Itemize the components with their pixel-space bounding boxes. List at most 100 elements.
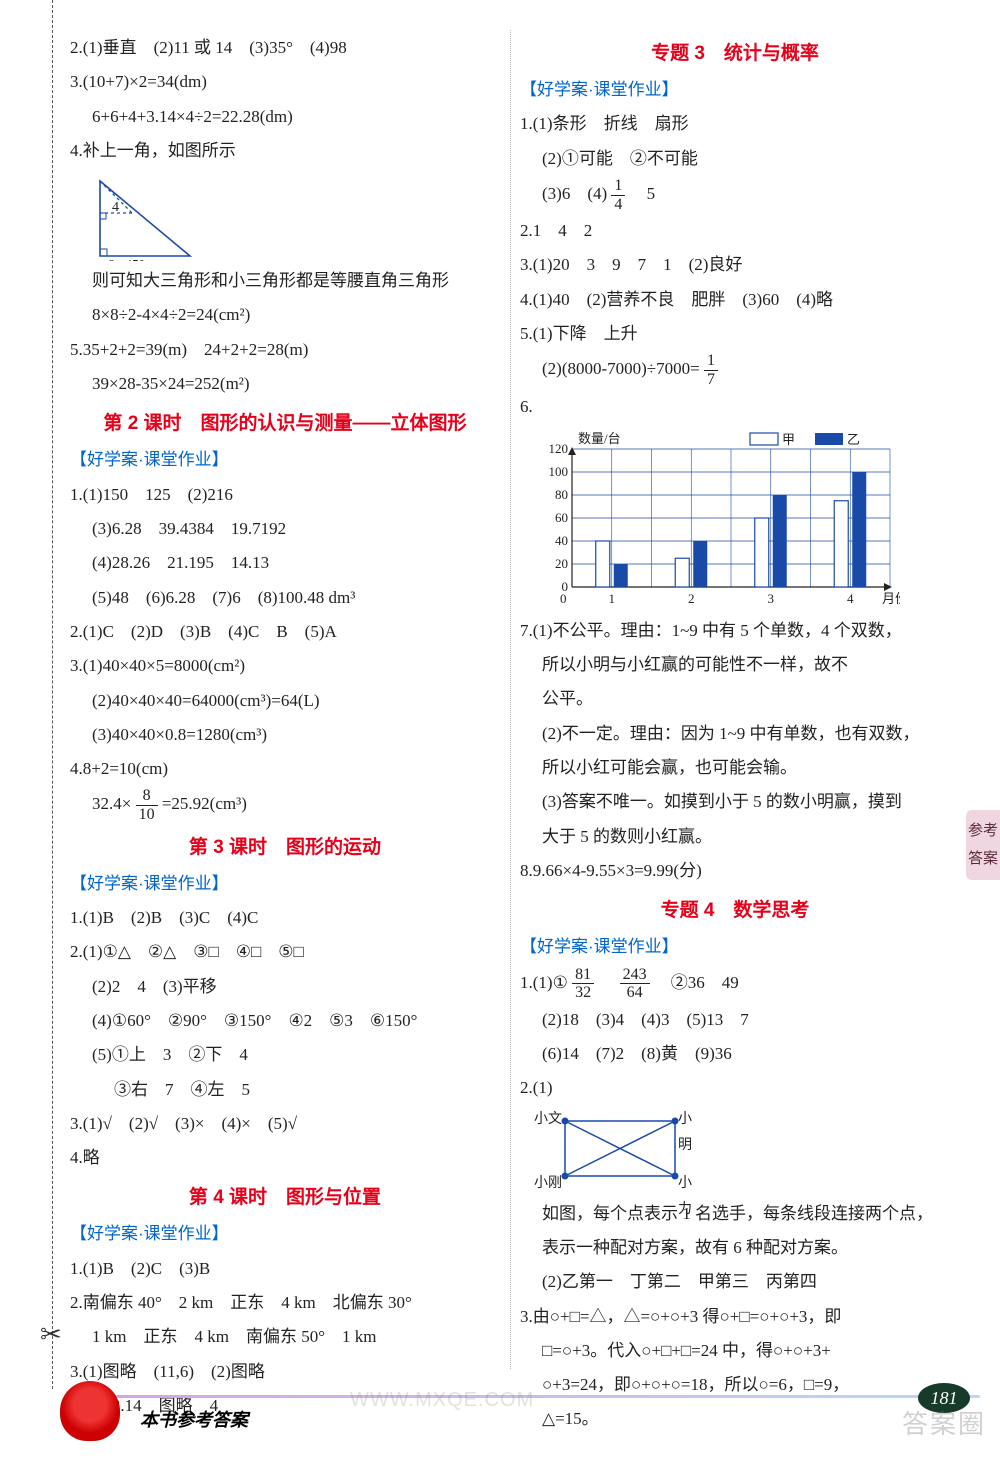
answer-line: 所以小红可能会赢，也可能会输。: [520, 752, 950, 784]
answer-line: 2.(1): [520, 1078, 553, 1097]
svg-text:2: 2: [688, 591, 695, 606]
section-subtitle: 【好学案·课堂作业】: [520, 74, 950, 106]
answer-line: 则可知大三角形和小三角形都是等腰直角三角形: [70, 265, 500, 297]
fraction: 14: [611, 177, 625, 213]
answer-line: 6.: [520, 397, 533, 416]
answer-line: (4)28.26 21.195 14.13: [70, 547, 500, 579]
answer-line: 4.(1)40 (2)营养不良 肥胖 (3)60 (4)略: [520, 284, 950, 316]
answer-line: 3.(1)√ (2)√ (3)× (4)× (5)√: [70, 1108, 500, 1140]
bar-chart: 020406080100120数量/台甲乙1234月份0: [530, 429, 900, 609]
answer-line: 如图，每个点表示 1 名选手，每条线段连接两个点，: [520, 1198, 950, 1230]
text: (2)(8000-7000)÷7000=: [542, 359, 700, 378]
answer-line: 4.略: [70, 1142, 500, 1174]
svg-text:100: 100: [549, 464, 569, 479]
section-subtitle: 【好学案·课堂作业】: [70, 444, 500, 476]
section-title: 第 4 课时 图形与位置: [70, 1180, 500, 1216]
left-column: 2.(1)垂直 (2)11 或 14 (3)35° (4)98 3.(10+7)…: [70, 30, 500, 1438]
answer-line: (2)乙第一 丁第二 甲第三 丙第四: [520, 1266, 950, 1298]
answer-line: 2.(1)垂直 (2)11 或 14 (3)35° (4)98: [70, 32, 500, 64]
answer-line: (3)答案不唯一。如摸到小于 5 的数小明赢，摸到: [520, 786, 950, 818]
text: (3)6 (4): [542, 184, 607, 203]
scissors-icon: ✂: [40, 1310, 62, 1359]
svg-text:数量/台: 数量/台: [578, 431, 621, 446]
svg-text:月份: 月份: [882, 591, 900, 606]
answer-line: 3.(1)20 3 9 7 1 (2)良好: [520, 249, 950, 281]
answer-line: 1.(1)① 8132 24364 ②36 49: [520, 966, 950, 1002]
text: 5: [630, 184, 656, 203]
text: ②36 49: [654, 973, 739, 992]
answer-line: (2)不一定。理由：因为 1~9 中有单数，也有双数，: [520, 718, 950, 750]
svg-text:4: 4: [847, 591, 854, 606]
answer-line: (3)6.28 39.4384 19.7192: [70, 513, 500, 545]
network-figure: 小文 小明 小刚 小力: [540, 1109, 700, 1194]
section-subtitle: 【好学案·课堂作业】: [520, 931, 950, 963]
answer-line: □=○+3。代入○+□+□=24 中，得○+○+3+: [520, 1335, 950, 1367]
answer-line: (3)6 (4) 14 5: [520, 177, 950, 213]
answer-line: 5.35+2+2=39(m) 24+2+2=28(m): [70, 334, 500, 366]
answer-line: 公平。: [520, 683, 950, 715]
fraction: 17: [704, 352, 718, 388]
answer-line: (2)2 4 (3)平移: [70, 971, 500, 1003]
svg-text:40: 40: [555, 533, 568, 548]
svg-text:120: 120: [549, 441, 569, 456]
right-column: 专题 3 统计与概率 【好学案·课堂作业】 1.(1)条形 折线 扇形 (2)①…: [520, 30, 950, 1438]
answer-line: 1 km 正东 4 km 南偏东 50° 1 km: [70, 1321, 500, 1353]
svg-text:甲: 甲: [782, 432, 795, 447]
node-label: 小文: [534, 1107, 562, 1134]
svg-text:80: 80: [555, 487, 568, 502]
answer-line: (4)①60° ②90° ③150° ④2 ⑤3 ⑥150°: [70, 1005, 500, 1037]
answer-line: 2.1 4 2: [520, 215, 950, 247]
answer-line: 1.(1)B (2)B (3)C (4)C: [70, 902, 500, 934]
answer-line: 1.(1)B (2)C (3)B: [70, 1253, 500, 1285]
answer-line: 表示一种配对方案，故有 6 种配对方案。: [520, 1232, 950, 1264]
section-title: 第 2 课时 图形的认识与测量——立体图形: [70, 406, 500, 442]
answer-line: 2.(1)C (2)D (3)B (4)C B (5)A: [70, 616, 500, 648]
side-tab: 参考 答案: [966, 810, 1000, 880]
answer-line: 3.(10+7)×2=34(dm): [70, 66, 500, 98]
side-tab-text: 答案: [968, 845, 998, 874]
section-title: 专题 3 统计与概率: [520, 36, 950, 72]
answer-line: (2)40×40×40=64000(cm³)=64(L): [70, 685, 500, 717]
answer-line: 2.(1)①△ ②△ ③□ ④□ ⑤□: [70, 936, 500, 968]
mascot-icon: [60, 1381, 120, 1441]
fraction: 24364: [620, 966, 650, 1002]
svg-text:60: 60: [555, 510, 568, 525]
section-title: 专题 4 数学思考: [520, 893, 950, 929]
answer-line: ③右 7 ④左 5: [70, 1074, 500, 1106]
answer-line: (3)40×40×0.8=1280(cm³): [70, 719, 500, 751]
text: 32.4×: [92, 794, 131, 813]
text: =25.92(cm³): [162, 794, 247, 813]
answer-line: 1.(1)条形 折线 扇形: [520, 108, 950, 140]
svg-text:20: 20: [555, 556, 568, 571]
section-title: 第 3 课时 图形的运动: [70, 830, 500, 866]
answer-line: 8×8÷2-4×4÷2=24(cm²): [70, 299, 500, 331]
text: 1.(1)①: [520, 973, 568, 992]
watermark: 答案圈: [902, 1400, 986, 1449]
answer-line: 大于 5 的数则小红赢。: [520, 821, 950, 853]
answer-line: 6+6+4+3.14×4÷2=22.28(dm): [70, 101, 500, 133]
section-subtitle: 【好学案·课堂作业】: [70, 1218, 500, 1250]
answer-line: (5)①上 3 ②下 4: [70, 1039, 500, 1071]
svg-text:3: 3: [768, 591, 775, 606]
fig-label: 4: [112, 200, 119, 215]
answer-line: (2)18 (3)4 (4)3 (5)13 7: [520, 1004, 950, 1036]
answer-line: 2.南偏东 40° 2 km 正东 4 km 北偏东 30°: [70, 1287, 500, 1319]
binding-edge: [52, 0, 53, 1389]
side-tab-text: 参考: [968, 817, 998, 846]
answer-line: 5.(1)下降 上升: [520, 318, 950, 350]
answer-line: 3.(1)40×40×5=8000(cm²): [70, 650, 500, 682]
answer-line: (5)48 (6)6.28 (7)6 (8)100.48 dm³: [70, 582, 500, 614]
answer-line: (2)(8000-7000)÷7000= 17: [520, 352, 950, 388]
svg-text:乙: 乙: [847, 432, 860, 447]
answer-line: 7.(1)不公平。理由：1~9 中有 5 个单数，4 个双数，: [520, 615, 950, 647]
answer-line: (2)①可能 ②不可能: [520, 143, 950, 175]
fraction: 810: [136, 787, 158, 823]
node-label: 小力: [678, 1171, 700, 1224]
answer-line: 所以小明与小红赢的可能性不一样，故不: [520, 649, 950, 681]
column-divider: [510, 30, 511, 1369]
watermark: WWW.MXQE.COM: [350, 1381, 534, 1419]
answer-line: 4.8+2=10(cm): [70, 753, 500, 785]
answer-line: 4.补上一角，如图所示: [70, 135, 500, 167]
answer-line: 3.由○+□=△，△=○+○+3 得○+□=○+○+3，即: [520, 1301, 950, 1333]
triangle-figure: 4 8 45°: [90, 171, 210, 261]
